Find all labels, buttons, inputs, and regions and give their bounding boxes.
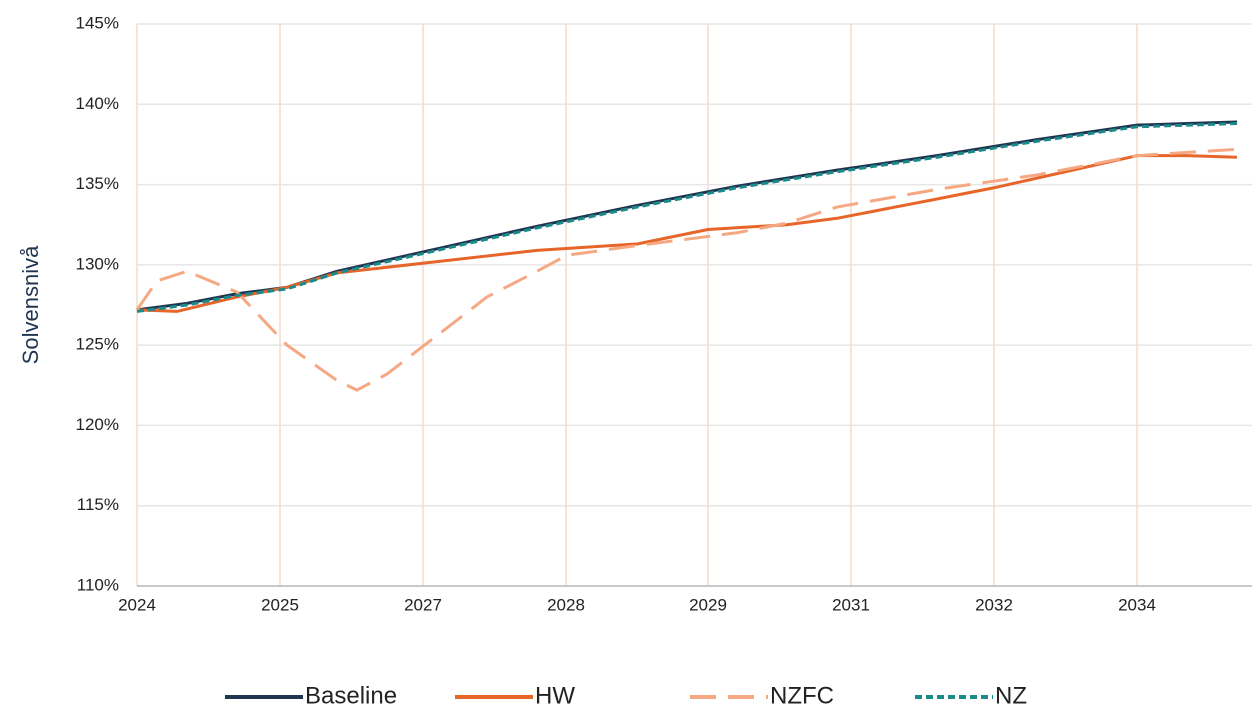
legend: Baseline HW NZFC NZ (225, 682, 1027, 709)
x-tick-label: 2027 (404, 595, 442, 614)
y-axis-label: Solvensnivå (18, 245, 43, 364)
y-tick-label: 125% (76, 335, 119, 354)
y-tick-label: 145% (76, 13, 119, 32)
y-tick-label: 140% (76, 94, 119, 113)
legend-label: Baseline (305, 682, 397, 709)
y-tick-label: 130% (76, 254, 119, 273)
x-tick-label: 2029 (689, 595, 727, 614)
legend-label: NZFC (770, 682, 834, 709)
y-tick-label: 135% (76, 174, 119, 193)
y-tick-label: 115% (77, 495, 119, 514)
x-tick-label: 2031 (832, 595, 870, 614)
line (136, 122, 1238, 313)
line (136, 154, 1238, 313)
x-tick-label: 2024 (118, 595, 156, 614)
y-tick-label: 120% (76, 415, 119, 434)
line (135, 147, 1238, 392)
x-tick-label: 2032 (975, 595, 1013, 614)
legend-label: HW (535, 682, 575, 709)
legend-label: NZ (995, 682, 1027, 709)
y-tick-label: 110% (77, 575, 119, 594)
line (136, 120, 1238, 312)
x-tick-label: 2034 (1118, 595, 1156, 614)
x-tick-label: 2025 (261, 595, 299, 614)
x-tick-label: 2028 (547, 595, 585, 614)
